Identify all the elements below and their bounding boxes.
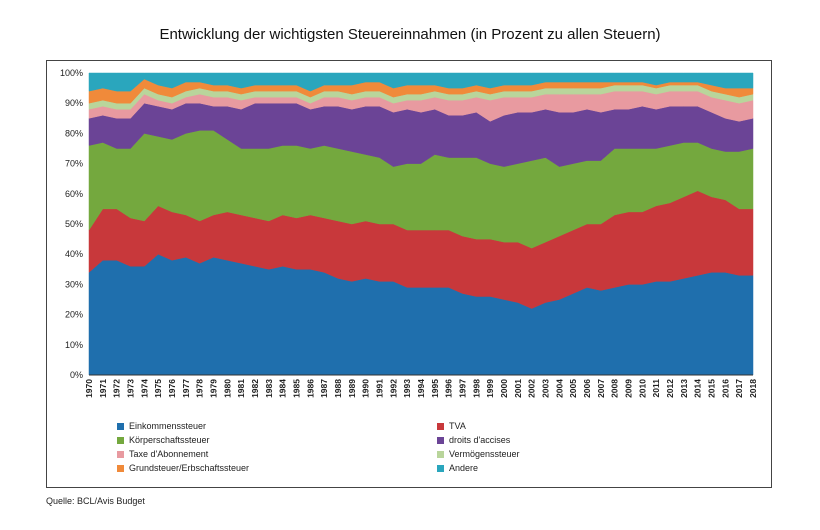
legend-swatch [437, 436, 444, 444]
x-tick-label: 1999 [485, 379, 495, 398]
y-tick-label: 80% [65, 128, 83, 138]
x-tick-label: 1987 [319, 379, 329, 398]
legend-label: TVA [449, 421, 466, 431]
x-tick-label: 1974 [139, 379, 149, 398]
x-tick-label: 2003 [541, 379, 551, 398]
x-tick-label: 1991 [375, 379, 385, 398]
legend-swatch [437, 450, 444, 458]
legend-item: Einkommenssteuer [117, 421, 206, 431]
y-tick-label: 20% [65, 310, 83, 320]
legend-label: Vermögenssteuer [449, 449, 520, 459]
chart-title: Entwicklung der wichtigsten Steuereinnah… [159, 26, 661, 43]
x-tick-label: 1993 [402, 379, 412, 398]
x-tick-label: 1997 [458, 379, 468, 398]
x-tick-label: 1992 [388, 379, 398, 398]
x-tick-label: 1988 [333, 379, 343, 398]
y-tick-label: 30% [65, 279, 83, 289]
x-tick-label: 2000 [499, 379, 509, 398]
x-tick-label: 1975 [153, 379, 163, 398]
x-tick-label: 2016 [720, 379, 730, 398]
x-tick-label: 1976 [167, 379, 177, 398]
x-tick-label: 1981 [236, 379, 246, 398]
x-tick-label: 2004 [554, 379, 564, 398]
x-tick-label: 1980 [222, 379, 232, 398]
legend-swatch [437, 422, 444, 430]
x-tick-label: 2015 [707, 379, 717, 398]
x-tick-label: 1995 [430, 379, 440, 398]
legend-item: Taxe d'Abonnement [117, 449, 208, 459]
x-tick-label: 1985 [292, 379, 302, 398]
x-tick-label: 1986 [305, 379, 315, 398]
x-tick-label: 1977 [181, 379, 191, 398]
y-tick-label: 50% [65, 219, 83, 229]
legend-item: Andere [437, 463, 478, 473]
chart-frame: 0% 10% 20% 30% 40% 50% 60% 70% 80% 90% 100% 1970 197… [46, 60, 772, 488]
legend-label: droits d'accises [449, 435, 511, 445]
legend-label: Einkommenssteuer [129, 421, 207, 431]
y-tick-label: 60% [65, 189, 83, 199]
x-tick-label: 1998 [471, 379, 481, 398]
x-tick-label: 2011 [651, 379, 661, 398]
legend-item: Körperschaftssteuer [117, 435, 210, 445]
legend-label: Andere [449, 463, 479, 473]
x-tick-label: 1983 [264, 379, 274, 398]
legend-swatch [117, 464, 124, 472]
legend-label: Taxe d'Abonnement [129, 449, 209, 459]
x-tick-label: 1979 [209, 379, 219, 398]
x-tick-label: 1973 [126, 379, 136, 398]
x-tick-label: 1989 [347, 379, 357, 398]
series-area-7 [88, 72, 754, 92]
x-tick-label: 2009 [624, 379, 634, 398]
y-tick-label: 10% [65, 340, 83, 350]
x-tick-label: 1972 [112, 379, 122, 398]
x-tick-label: 2017 [734, 379, 744, 398]
legend-item: Vermögenssteuer [437, 449, 520, 459]
legend-swatch [437, 464, 444, 472]
y-tick-label: 100% [60, 68, 83, 78]
legend-swatch [117, 422, 124, 430]
x-tick-label: 1978 [195, 379, 205, 398]
x-tick-label: 2012 [665, 379, 675, 398]
x-tick-label: 1996 [444, 379, 454, 398]
x-tick-label: 2006 [582, 379, 592, 398]
x-tick-label: 2010 [637, 379, 647, 398]
stacked-area-chart: 0% 10% 20% 30% 40% 50% 60% 70% 80% 90% 100% 1970 197… [60, 68, 758, 398]
y-tick-label: 40% [65, 249, 83, 259]
x-tick-label: 2018 [748, 379, 758, 398]
x-tick-label: 1990 [361, 379, 371, 398]
legend-swatch [117, 450, 124, 458]
x-tick-label: 1970 [84, 379, 94, 398]
legend-label: Grundsteuer/Erbschaftssteuer [129, 463, 250, 473]
x-tick-label: 2013 [679, 379, 689, 398]
legend-item: droits d'accises [437, 435, 510, 445]
x-tick-label: 2008 [610, 379, 620, 398]
x-tick-label: 2007 [596, 379, 606, 398]
x-tick-label: 2001 [513, 379, 523, 398]
x-tick-label: 1971 [98, 379, 108, 398]
legend-swatch [117, 436, 124, 444]
legend-item: Grundsteuer/Erbschaftssteuer [117, 463, 249, 473]
legend-label: Körperschaftssteuer [129, 435, 210, 445]
x-tick-label: 2014 [693, 379, 703, 398]
x-tick-label: 2002 [527, 379, 537, 398]
y-tick-label: 70% [65, 159, 83, 169]
x-tick-label: 2005 [568, 379, 578, 398]
x-tick-label: 1994 [416, 379, 426, 398]
source-note: Quelle: BCL/Avis Budget [46, 496, 145, 506]
y-tick-label: 90% [65, 98, 83, 108]
x-tick-label: 1982 [250, 379, 260, 398]
y-tick-label: 0% [70, 370, 83, 380]
legend-item: TVA [437, 421, 466, 431]
x-tick-label: 1984 [278, 379, 288, 398]
